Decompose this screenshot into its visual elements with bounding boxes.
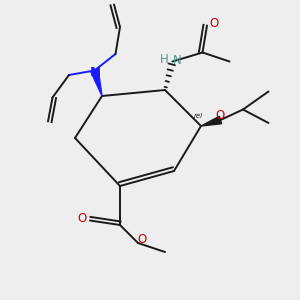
Polygon shape bbox=[201, 116, 222, 126]
Text: O: O bbox=[215, 109, 224, 122]
Polygon shape bbox=[91, 69, 102, 96]
Text: O: O bbox=[137, 233, 146, 246]
Text: rel: rel bbox=[194, 112, 202, 118]
Text: N: N bbox=[172, 53, 182, 67]
Text: O: O bbox=[210, 17, 219, 31]
Text: N: N bbox=[89, 66, 101, 80]
Text: O: O bbox=[77, 212, 86, 225]
Text: H: H bbox=[160, 52, 169, 66]
